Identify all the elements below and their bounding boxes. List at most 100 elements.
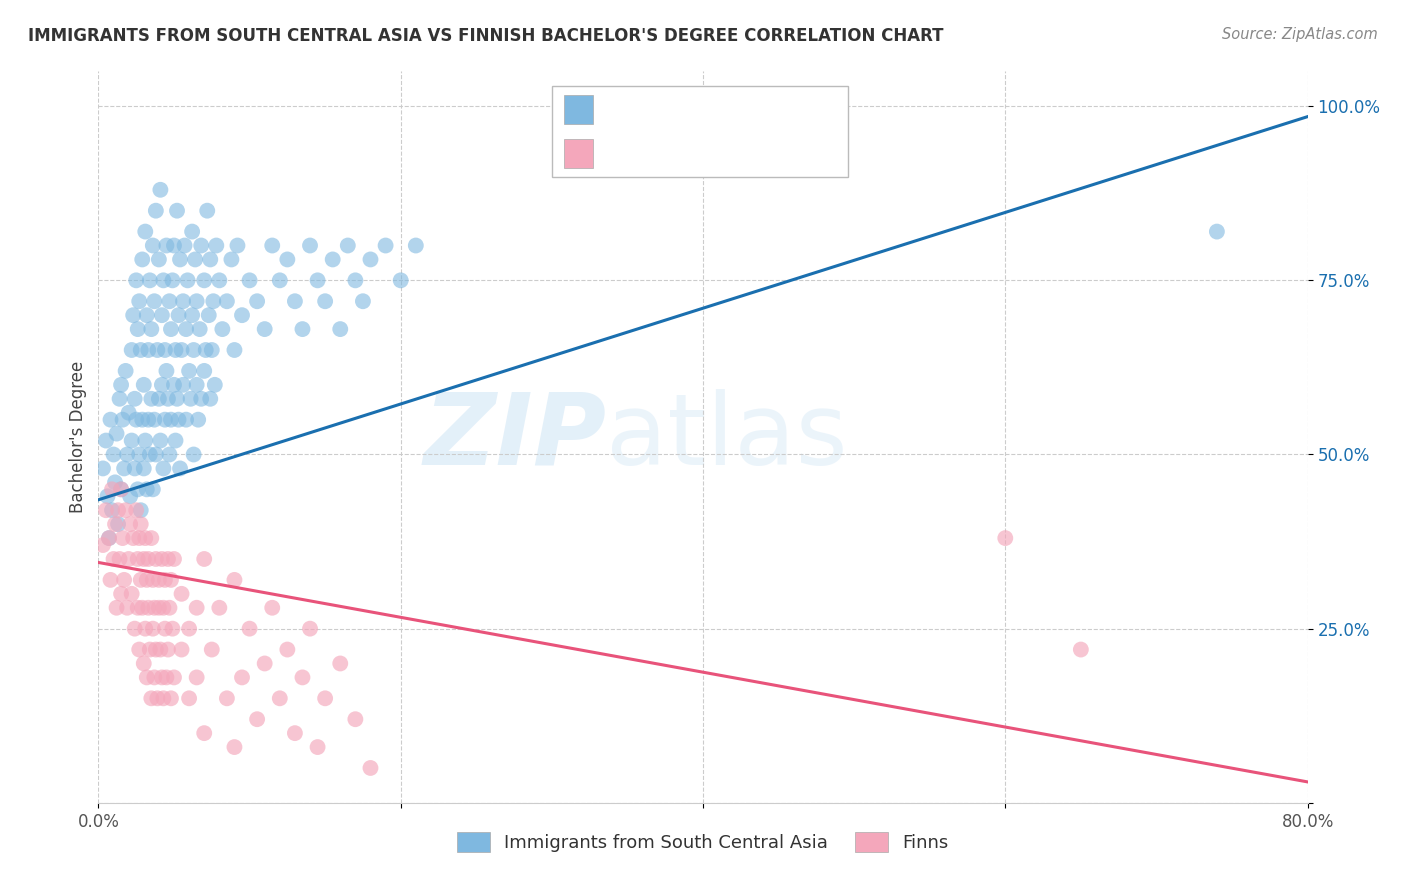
Point [105, 600, 128, 615]
Point [149, 434, 172, 448]
Point [120, 489, 142, 503]
Point [215, 691, 238, 706]
Point [100, 573, 122, 587]
Point [96, 489, 118, 503]
Point [221, 252, 243, 267]
Point [179, 364, 201, 378]
Point [115, 600, 138, 615]
Point [262, 238, 284, 252]
Point [202, 294, 225, 309]
Point [110, 377, 132, 392]
Point [181, 308, 204, 322]
Point [162, 622, 184, 636]
Point [239, 273, 262, 287]
Legend: Immigrants from South Central Asia, Finns: Immigrants from South Central Asia, Finn… [450, 825, 956, 860]
Point [186, 670, 208, 684]
Point [128, 448, 150, 462]
Point [299, 238, 322, 252]
Point [136, 412, 159, 426]
Point [172, 294, 194, 309]
Point [314, 691, 336, 706]
Point [150, 552, 173, 566]
Point [91, 461, 114, 475]
Point [201, 642, 224, 657]
Point [186, 377, 208, 392]
Point [160, 412, 183, 426]
Point [108, 392, 131, 406]
Point [150, 670, 173, 684]
Point [114, 503, 136, 517]
Point [183, 343, 205, 357]
Point [344, 273, 367, 287]
Point [159, 448, 181, 462]
Point [115, 448, 138, 462]
Point [156, 392, 179, 406]
Point [299, 622, 322, 636]
Point [155, 238, 177, 252]
Point [179, 622, 201, 636]
Point [159, 294, 181, 309]
Point [135, 308, 157, 322]
Point [143, 670, 166, 684]
Point [127, 552, 149, 566]
Point [155, 364, 177, 378]
Point [200, 392, 222, 406]
Point [163, 552, 186, 566]
Point [181, 225, 204, 239]
Point [163, 238, 186, 252]
Point [276, 252, 298, 267]
Point [193, 273, 215, 287]
Point [111, 531, 134, 545]
Point [124, 622, 146, 636]
Point [193, 364, 215, 378]
Point [170, 587, 193, 601]
Point [94, 503, 117, 517]
Point [291, 322, 314, 336]
Point [156, 642, 179, 657]
Point [188, 322, 211, 336]
Point [141, 531, 163, 545]
Point [167, 412, 190, 426]
Point [187, 412, 209, 426]
Point [127, 483, 149, 497]
Point [145, 448, 167, 462]
Point [195, 203, 218, 218]
Point [180, 392, 202, 406]
Point [125, 273, 148, 287]
Point [148, 573, 170, 587]
Point [184, 252, 207, 267]
Point [136, 552, 159, 566]
Point [104, 475, 127, 490]
Point [231, 308, 253, 322]
Point [155, 670, 177, 684]
Point [193, 552, 215, 566]
Point [118, 406, 141, 420]
Point [253, 322, 276, 336]
Point [174, 322, 197, 336]
Point [98, 531, 121, 545]
Point [132, 657, 155, 671]
Point [148, 392, 170, 406]
Point [374, 238, 396, 252]
Point [269, 273, 291, 287]
Point [165, 343, 187, 357]
Point [307, 273, 329, 287]
Point [224, 740, 246, 755]
Point [122, 531, 145, 545]
Point [160, 573, 183, 587]
Point [124, 392, 146, 406]
Point [153, 412, 176, 426]
Point [226, 238, 249, 252]
Point [329, 657, 352, 671]
Point [148, 252, 170, 267]
Point [197, 308, 219, 322]
Point [134, 531, 156, 545]
Point [111, 412, 134, 426]
Point [103, 552, 125, 566]
Point [143, 294, 166, 309]
Point [107, 517, 129, 532]
Point [120, 517, 142, 532]
Point [352, 294, 374, 309]
Point [101, 503, 124, 517]
Point [153, 343, 176, 357]
